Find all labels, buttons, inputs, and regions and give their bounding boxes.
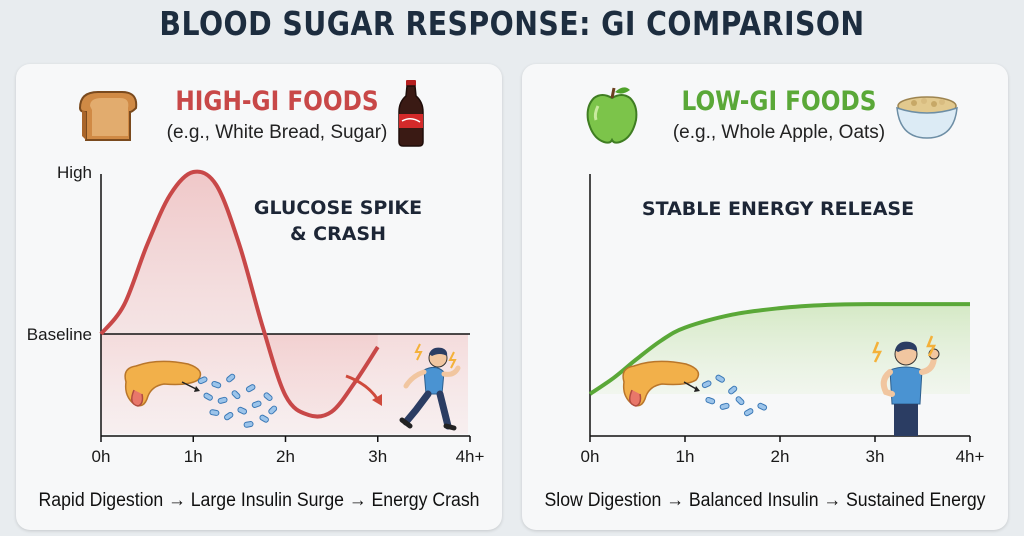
- y-tick-label: High: [57, 163, 92, 182]
- x-tick-label: 3h: [866, 447, 885, 466]
- insulin-particles-icon: [197, 373, 278, 428]
- high-gi-heading: HIGH-GI FOODS: [175, 86, 379, 117]
- glucose-area: [101, 171, 378, 417]
- pancreas-icon: [622, 360, 700, 407]
- low-gi-heading: LOW-GI FOODS: [681, 86, 877, 117]
- low-gi-examples: (e.g., Whole Apple, Oats): [672, 122, 886, 143]
- energy-line: [588, 302, 970, 396]
- high-gi-caption: Rapid Digestion → Large Insulin Surge → …: [38, 490, 480, 511]
- x-tick-label: 2h: [771, 447, 790, 466]
- x-tick-label: 4h+: [956, 447, 985, 466]
- spike-annotation-line1: GLUCOSE SPIKE: [254, 197, 422, 219]
- low-gi-panel: LOW-GI FOODS (e.g., Whole Apple, Oats) 0…: [522, 64, 1008, 530]
- x-tick-label: 1h: [184, 447, 203, 466]
- glucose-line: [99, 169, 380, 419]
- soda-bottle-icon: [398, 80, 424, 147]
- energetic-person-icon: [872, 335, 940, 436]
- low-gi-chart: 0h 1h 2h 3h 4h+ STABLE ENERGY RELEASE: [581, 174, 985, 466]
- low-gi-caption: Slow Digestion → Balanced Insulin → Sust…: [544, 490, 986, 511]
- y-tick-label: Baseline: [27, 325, 92, 344]
- spike-annotation-line2: & CRASH: [290, 223, 386, 245]
- x-tick-label: 2h: [276, 447, 295, 466]
- x-tick-label: 3h: [368, 447, 387, 466]
- oats-bowl-icon: [896, 96, 958, 139]
- page-title: BLOOD SUGAR RESPONSE: GI COMPARISON: [159, 4, 865, 43]
- insulin-particles-icon: [701, 374, 768, 417]
- bread-icon: [78, 91, 138, 141]
- stable-annotation: STABLE ENERGY RELEASE: [642, 198, 914, 220]
- high-gi-chart: 0h 1h 2h 3h 4h+ High Baseline GLUCOSE SPIKE &…: [27, 163, 485, 466]
- x-tick-label: 0h: [581, 447, 600, 466]
- tired-person-icon: [399, 343, 461, 431]
- high-gi-panel: HIGH-GI FOODS (e.g., White Bread, Sugar)…: [16, 64, 502, 530]
- high-gi-examples: (e.g., White Bread, Sugar): [166, 122, 388, 143]
- apple-icon: [586, 87, 638, 144]
- x-tick-label: 4h+: [456, 447, 485, 466]
- crash-arrow: [345, 374, 380, 401]
- x-tick-label: 0h: [92, 447, 111, 466]
- x-tick-label: 1h: [676, 447, 695, 466]
